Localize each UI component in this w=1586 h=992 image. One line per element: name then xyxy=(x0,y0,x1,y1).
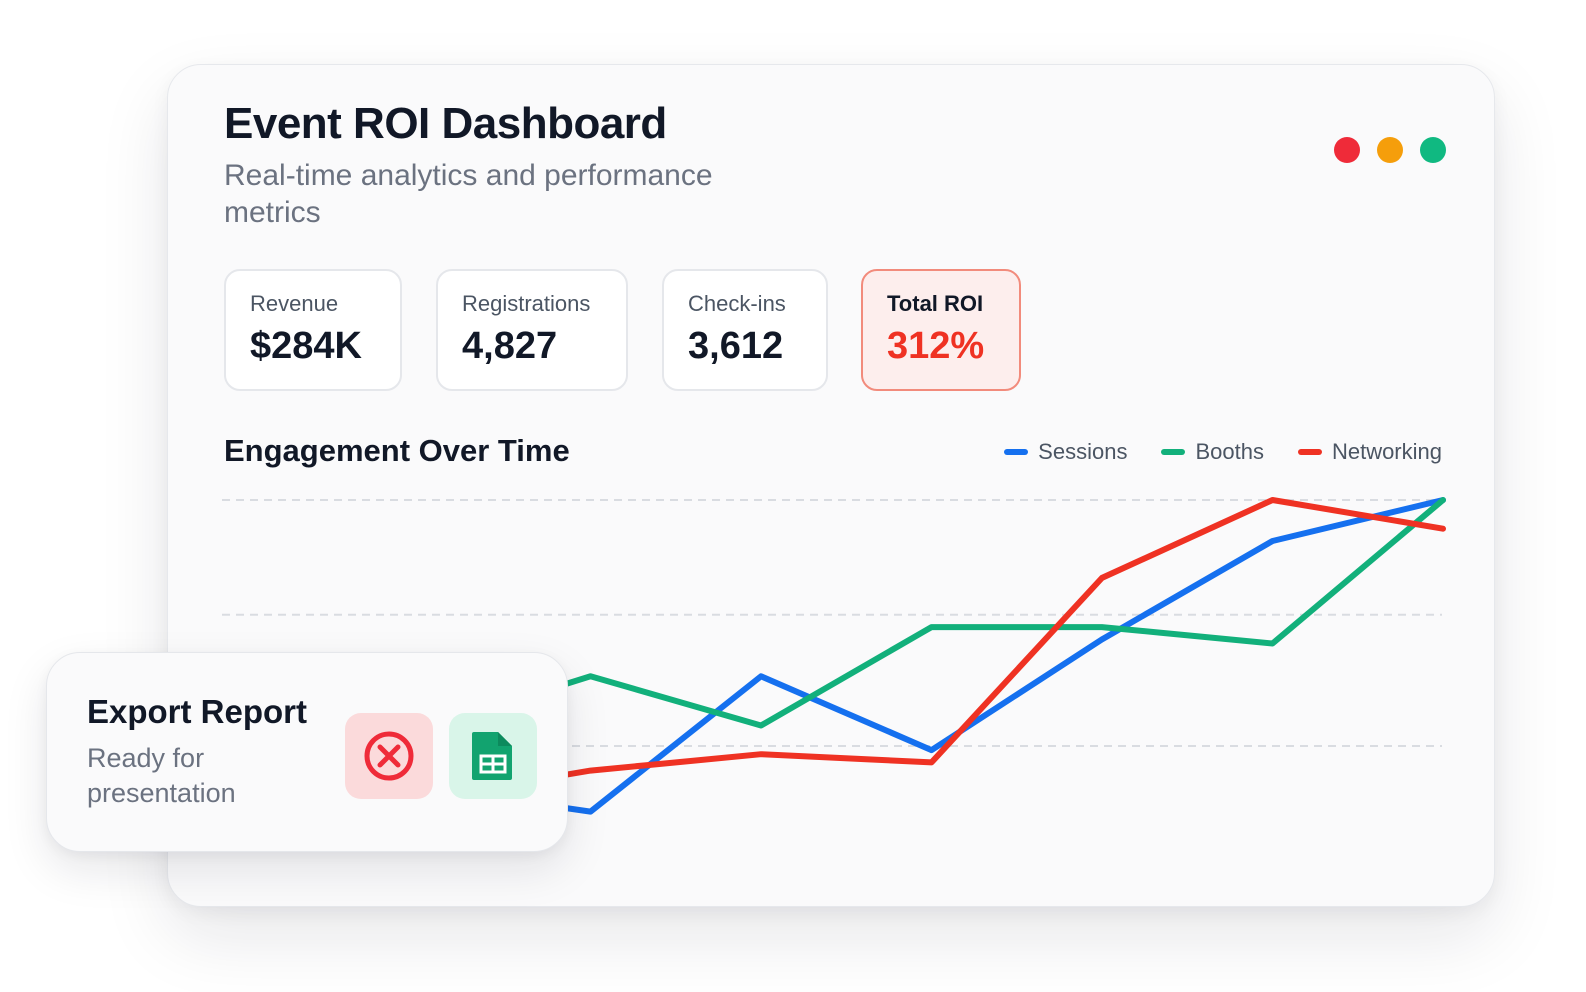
legend-label: Sessions xyxy=(1038,439,1128,464)
export-report-card: Export Report Ready for presentation xyxy=(46,652,568,852)
export-title: Export Report xyxy=(87,693,308,730)
cancel-export-button[interactable] xyxy=(345,713,433,799)
legend-item-sessions: Sessions xyxy=(1004,439,1127,465)
maximize-window-button[interactable] xyxy=(1420,137,1446,163)
legend-label: Booths xyxy=(1195,439,1264,464)
spreadsheet-icon xyxy=(472,732,512,780)
stat-label: Revenue xyxy=(250,291,339,316)
page-subtitle: Real-time analytics and performance metr… xyxy=(224,159,713,229)
stat-card-revenue: Revenue $284K xyxy=(224,269,402,391)
close-window-button[interactable] xyxy=(1334,137,1360,163)
stat-value: $284K xyxy=(250,325,362,367)
stat-value: 4,827 xyxy=(462,325,558,367)
legend-swatch xyxy=(1004,449,1029,455)
export-subtitle: Ready for presentation xyxy=(87,743,236,808)
page-title: Event ROI Dashboard xyxy=(224,99,667,148)
stat-card-checkins: Check-ins 3,612 xyxy=(662,269,828,391)
stat-card-total-roi: Total ROI 312% xyxy=(861,269,1021,391)
stat-label: Registrations xyxy=(462,291,591,316)
close-circle-icon xyxy=(364,731,414,781)
export-spreadsheet-button[interactable] xyxy=(449,713,537,799)
stat-label: Total ROI xyxy=(887,291,984,316)
legend-swatch xyxy=(1297,449,1322,455)
legend-label: Networking xyxy=(1331,439,1442,464)
window-controls xyxy=(1334,137,1446,163)
stat-value: 312% xyxy=(887,325,985,367)
chart-title: Engagement Over Time xyxy=(224,433,570,468)
stat-card-registrations: Registrations 4,827 xyxy=(436,269,628,391)
stat-label: Check-ins xyxy=(688,291,786,316)
legend-swatch xyxy=(1161,449,1186,455)
legend-item-booths: Booths xyxy=(1161,439,1264,465)
stat-value: 3,612 xyxy=(688,325,784,367)
minimize-window-button[interactable] xyxy=(1377,137,1403,163)
legend-item-networking: Networking xyxy=(1297,439,1442,465)
chart-legend: Sessions Booths Networking xyxy=(1004,439,1442,465)
